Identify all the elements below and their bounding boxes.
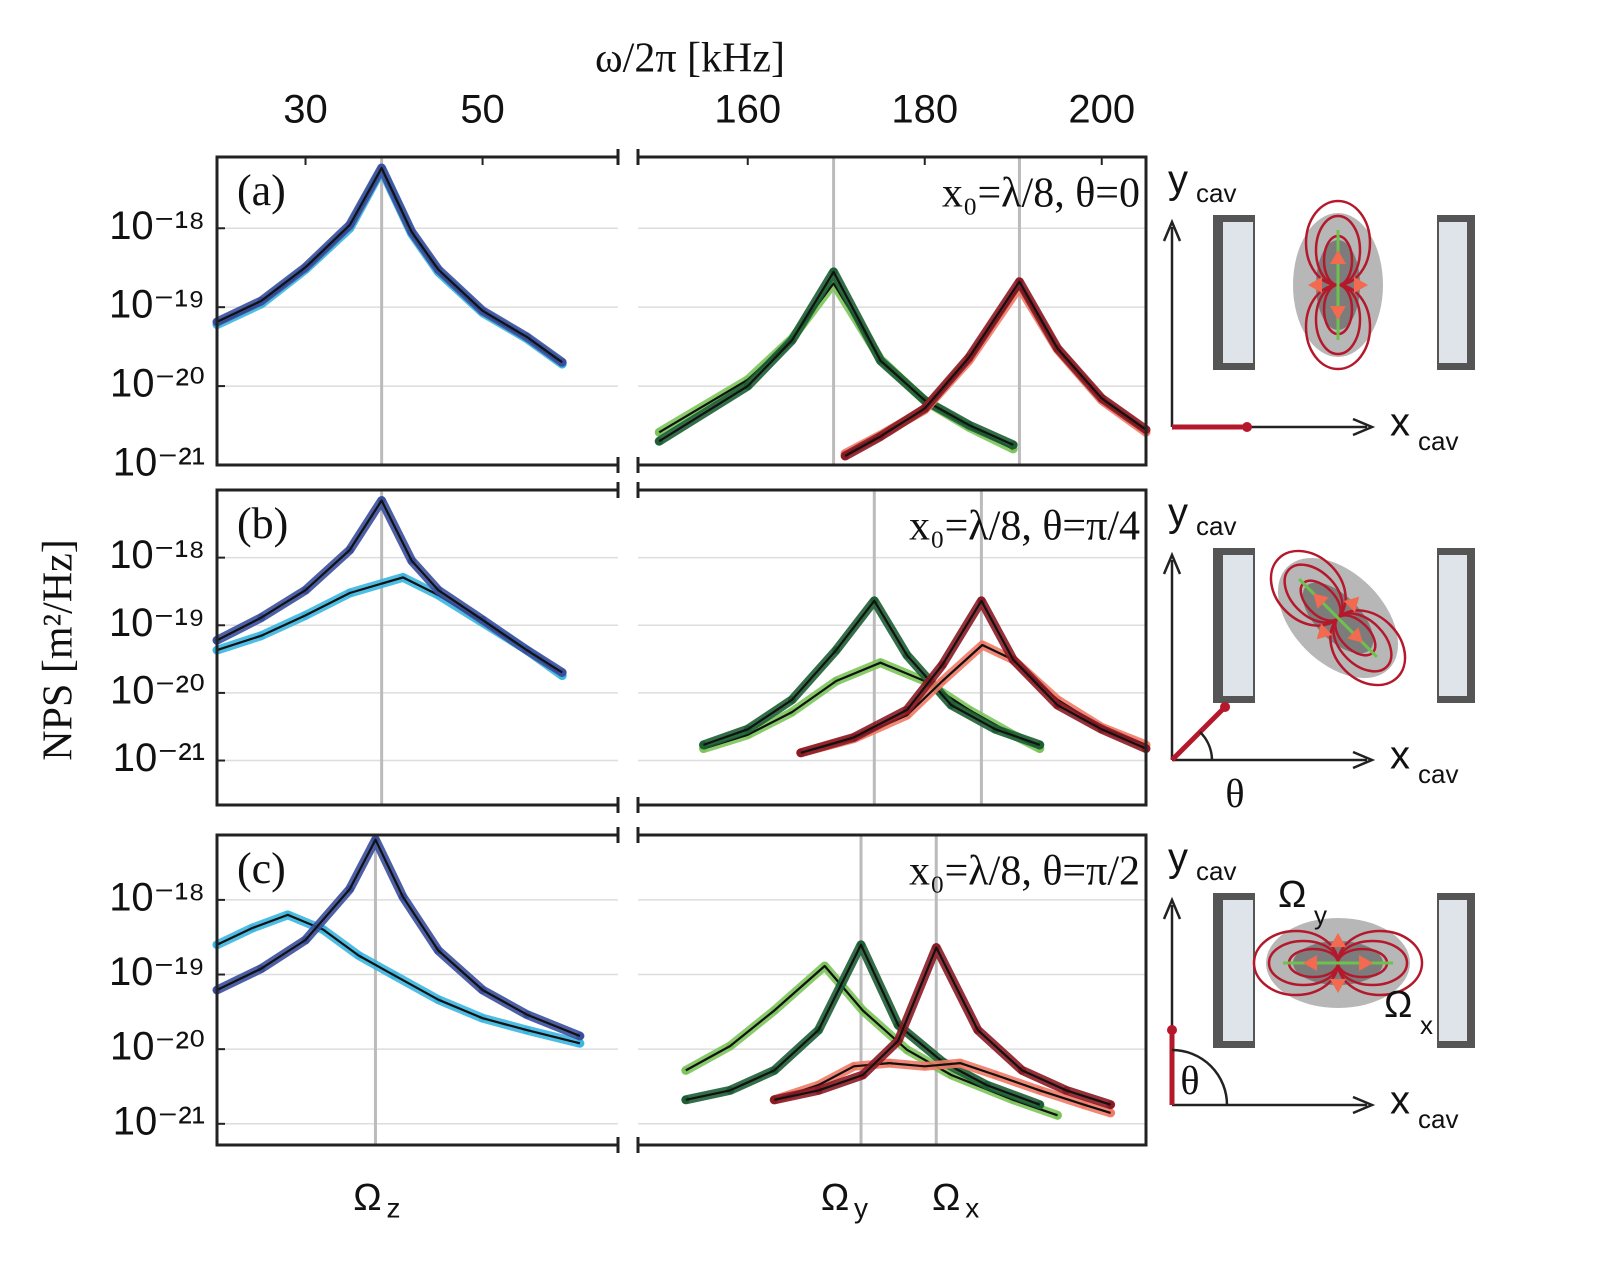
angle-label: θ (1225, 771, 1244, 816)
y-tick-label: 10⁻¹⁸ (109, 204, 205, 248)
fit-line (773, 1062, 1111, 1114)
peak-label: Ω (932, 1177, 960, 1219)
axis-label: y (1168, 158, 1188, 202)
data-band (681, 940, 1045, 1110)
axis-label: x (1390, 401, 1410, 445)
data-point (575, 1039, 584, 1048)
angle-label: θ (1180, 1058, 1199, 1103)
y-tick-label: 10⁻¹⁸ (109, 533, 205, 577)
axis-subscript: cav (1196, 178, 1236, 208)
x-tick-label: 200 (1068, 88, 1135, 132)
axis-mark (1298, 578, 1378, 658)
fit-line (703, 599, 1041, 746)
y-tick-label: 10⁻¹⁸ (109, 875, 205, 919)
peak-subscript: x (965, 1192, 979, 1223)
axis-break (616, 482, 640, 813)
force-arrows (1308, 250, 1368, 320)
y-tick-label: 10⁻¹⁹ (109, 283, 205, 327)
x-tick-label: 160 (714, 88, 781, 132)
axis-label: x (1390, 734, 1410, 778)
data-point (1106, 1100, 1115, 1109)
x-axis-title: ω/2π [kHz] (595, 36, 785, 82)
axis-arrow (1162, 896, 1376, 1115)
y-tick-label: 10⁻¹⁹ (109, 950, 205, 994)
angle-arc (1171, 1048, 1229, 1106)
mirror-face (1223, 222, 1253, 363)
mirror-face (1223, 555, 1253, 696)
mirror-face (1439, 222, 1467, 363)
y-tick-label: 10⁻²¹ (113, 736, 205, 780)
fit-line (774, 946, 1111, 1106)
panel-annotation: x₀=λ/8, θ=π/2 (909, 849, 1140, 895)
y-tick-label: 10⁻²¹ (113, 1099, 205, 1143)
fit-line (216, 576, 563, 677)
axis-frame (215, 833, 1148, 1147)
arrow-head (1242, 422, 1252, 432)
fit-line (216, 838, 581, 1038)
axis-subscript: cav (1196, 856, 1236, 886)
peak-label: Ω (821, 1177, 849, 1219)
axis-subscript: cav (1418, 426, 1458, 456)
force-arrows (1303, 933, 1373, 993)
x-tick-label: 50 (460, 88, 505, 132)
fit-line (658, 270, 1014, 446)
data-point (699, 740, 708, 749)
trap-sketch (1293, 199, 1383, 371)
y-tick-label: 10⁻²⁰ (110, 668, 205, 712)
axis-break (616, 827, 640, 1153)
mirror-face (1223, 900, 1253, 1041)
y-axis-title: NPS [m²/Hz] (36, 539, 82, 760)
panel-label: (b) (237, 499, 288, 548)
data-point (575, 1032, 584, 1041)
peak-subscript: z (386, 1192, 400, 1223)
fit-line (216, 913, 581, 1045)
axis-arrow (1162, 551, 1376, 770)
angle-arc (1199, 731, 1214, 761)
axis-subscript: cav (1418, 759, 1458, 789)
panel-label: (c) (237, 844, 286, 893)
fit-line (216, 499, 563, 674)
mode-label: Ω (1384, 984, 1412, 1026)
arrow-head (1167, 1025, 1177, 1035)
mirror-face (1439, 555, 1467, 696)
trap-sketch (1269, 549, 1407, 687)
x-tick-label: 30 (283, 88, 328, 132)
data-band (212, 572, 567, 681)
mode-label: Ω (1278, 874, 1306, 916)
panel-annotation: x₀=λ/8, θ=π/4 (909, 504, 1140, 550)
fit-line (216, 166, 563, 364)
axis-label: y (1168, 491, 1188, 535)
peak-subscript: y (854, 1192, 868, 1223)
trap-sketch (1252, 918, 1424, 1008)
data-band (212, 910, 585, 1048)
panel-label: (a) (237, 166, 286, 215)
axis-subscript: cav (1418, 1104, 1458, 1134)
axis-frame (215, 155, 1148, 467)
axis-frame (215, 488, 1148, 807)
axis-break (616, 149, 640, 473)
data-point (1035, 1100, 1044, 1109)
panel-annotation: x₀=λ/8, θ=0 (942, 171, 1140, 217)
peak-label: Ω (353, 1177, 381, 1219)
polarization-arrow (1170, 705, 1227, 762)
axis-label: y (1168, 836, 1188, 880)
y-tick-label: 10⁻²⁰ (110, 362, 205, 406)
fit-line (800, 599, 1147, 754)
x-tick-label: 180 (891, 88, 958, 132)
mode-subscript: x (1420, 1010, 1433, 1040)
y-tick-label: 10⁻¹⁹ (109, 601, 205, 645)
axis-label: x (1390, 1079, 1410, 1123)
axis-subscript: cav (1196, 511, 1236, 541)
fit-line (844, 280, 1147, 457)
y-tick-label: 10⁻²¹ (113, 441, 205, 485)
fit-line (685, 943, 1041, 1106)
force-arrows (1313, 593, 1363, 643)
data-point (1035, 740, 1044, 749)
arrow-head (1220, 701, 1231, 712)
y-tick-label: 10⁻²⁰ (110, 1025, 205, 1069)
axis-arrow (1162, 218, 1376, 437)
mirror-face (1439, 900, 1467, 1041)
mode-subscript: y (1314, 900, 1327, 930)
